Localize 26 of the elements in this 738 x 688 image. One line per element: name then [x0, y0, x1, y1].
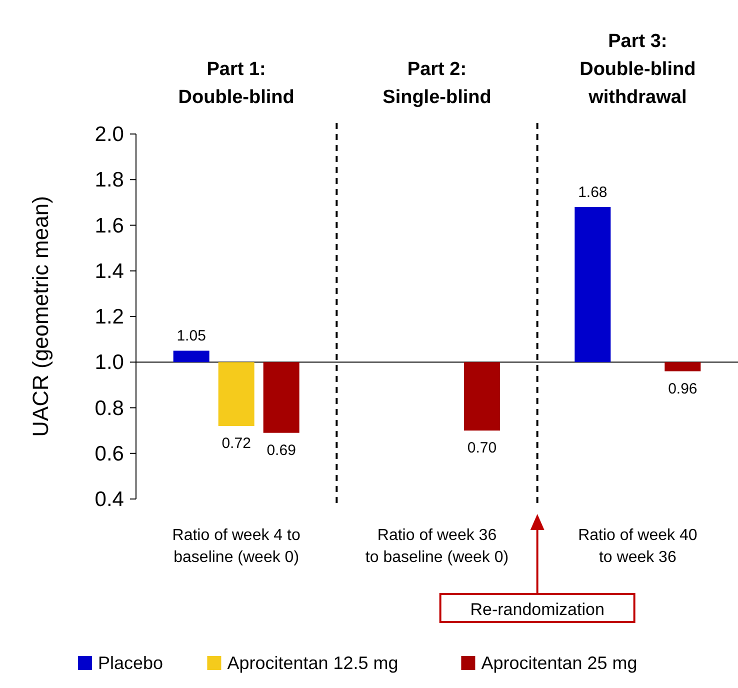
data-label: 1.68 — [578, 184, 608, 201]
y-tick-label: 1.4 — [94, 260, 124, 283]
data-label: 1.05 — [176, 328, 206, 345]
y-tick-label: 0.4 — [94, 488, 124, 511]
legend-label: Aprocitentan 25 mg — [481, 653, 638, 673]
y-tick-label: 0.6 — [94, 442, 124, 466]
text: Part 2: Single-blind — [382, 59, 492, 108]
data-label: 0.96 — [668, 380, 698, 398]
legend-label: Placebo — [98, 653, 164, 673]
y-tick-label: 1.2 — [94, 306, 124, 328]
y-axis-title: UACR (geometric mean) — [28, 196, 53, 437]
legend-label: Aprocitentan 12.5 mg — [227, 653, 398, 673]
text: Part 1: Double-blind — [178, 59, 294, 108]
y-tick-label: 2.0 — [94, 123, 124, 146]
x-tick-label: Ratio of week 4 to baseline (week 0) — [172, 527, 300, 566]
x-tick-label: Ratio of week 36 to baseline (week 0) — [365, 527, 509, 566]
data-label: 0.72 — [222, 435, 251, 452]
y-tick-label: 1.6 — [94, 214, 124, 238]
data-label: 0.70 — [467, 440, 497, 457]
y-tick-label: 1.8 — [94, 168, 124, 192]
y-tick-label: 1.0 — [94, 351, 124, 374]
data-label: 0.69 — [266, 442, 296, 459]
x-tick-label: Ratio of week 40 to week 36 — [578, 527, 698, 566]
text: Part 3: Double-blind withdrawal — [580, 31, 696, 108]
y-tick-label: 0.8 — [94, 396, 124, 420]
text: Re-randomization — [470, 600, 604, 619]
